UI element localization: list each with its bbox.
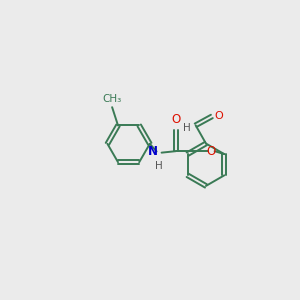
Text: H: H <box>183 123 190 133</box>
Text: O: O <box>214 111 223 121</box>
Text: O: O <box>172 113 181 126</box>
Text: H: H <box>155 161 163 171</box>
Text: N: N <box>148 145 158 158</box>
Text: CH₃: CH₃ <box>103 94 122 104</box>
Text: O: O <box>206 145 216 158</box>
